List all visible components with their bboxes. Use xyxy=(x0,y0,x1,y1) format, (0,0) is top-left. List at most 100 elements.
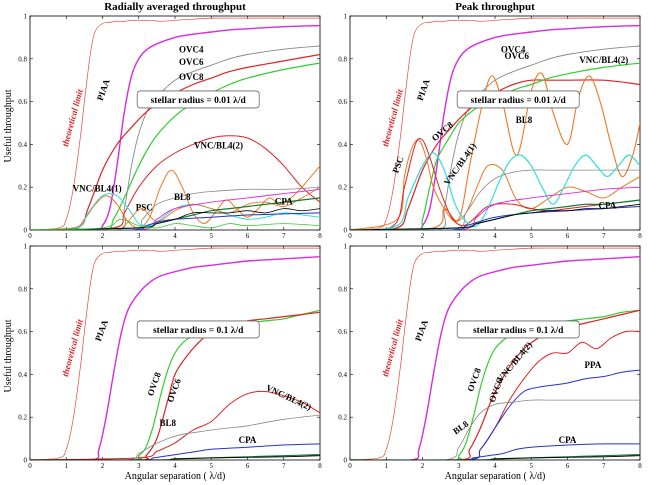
x-tick-label: 6 xyxy=(566,462,570,470)
y-tick-label: 0.4 xyxy=(338,141,347,149)
series-line-ovc8 xyxy=(30,309,320,460)
series-line-piaa xyxy=(30,256,320,460)
series-line-theoretical-limit xyxy=(30,17,320,230)
y-tick-label: 0.2 xyxy=(338,414,347,422)
series-label-cpa: CPA xyxy=(239,435,257,445)
series-label-ppa: PPA xyxy=(584,360,601,370)
stellar-radius-annotation: stellar radius = 0.1 λ/d xyxy=(473,326,564,336)
series-label-ovc8: OVC8 xyxy=(179,72,204,82)
x-tick-label: 7 xyxy=(602,462,606,470)
y-tick-label: 0.2 xyxy=(338,184,347,192)
series-label-piaa: PIAA xyxy=(413,318,430,343)
x-tick-label: 2 xyxy=(101,232,105,240)
series-line-unlabeled xyxy=(350,186,640,230)
y-tick-label: 0.8 xyxy=(338,285,347,293)
series-label-piaa: PIAA xyxy=(93,318,110,343)
x-tick-label: 0 xyxy=(28,462,32,470)
series-label-theoretical-limit: theoretical limit xyxy=(60,318,85,378)
series-line-theoretical-limit xyxy=(30,247,320,460)
x-tick-label: 7 xyxy=(602,232,606,240)
series-label-ovc6: OVC6 xyxy=(179,57,204,67)
series-line-ovc6 xyxy=(350,309,640,460)
x-tick-label: 6 xyxy=(566,232,570,240)
x-tick-label: 8 xyxy=(318,462,322,470)
series-line-vnc-bl4-2 xyxy=(350,72,640,230)
series-line-theoretical-limit xyxy=(350,247,640,460)
x-tick-label: 4 xyxy=(173,462,177,470)
series-label-ovc4: OVC4 xyxy=(501,44,526,54)
stellar-radius-annotation: stellar radius = 0.01 λ/d xyxy=(151,96,247,106)
series-group xyxy=(350,247,640,460)
y-tick-label: 0.6 xyxy=(18,328,27,336)
series-label-vnc-bl4-2: VNC/BL4(2) xyxy=(194,141,243,151)
x-tick-label: 5 xyxy=(530,232,534,240)
y-tick-label: 0.2 xyxy=(18,414,27,422)
series-label-vnc-bl4-2: VNC/BL4(2) xyxy=(579,55,628,65)
chart-panel-3: 0 1 2 3 4 5 6 7 8 0 0.2 0.4 0.6 0.8 1 theoretical limit… xyxy=(18,243,322,471)
series-label-psc: PSC xyxy=(136,203,153,213)
series-label-cpa: CPA xyxy=(275,196,293,206)
stellar-radius-annotation: stellar radius = 0.1 λ/d xyxy=(153,326,244,336)
y-tick-label: 0.8 xyxy=(338,55,347,63)
series-line-psc xyxy=(350,139,640,230)
x-tick-label: 3 xyxy=(457,232,461,240)
x-tick-label: 6 xyxy=(246,462,250,470)
y-tick-label: 0.8 xyxy=(18,55,27,63)
series-label-bl8: BL8 xyxy=(174,192,191,202)
x-tick-label: 2 xyxy=(421,462,425,470)
title-radially-averaged: Radially averaged throughput xyxy=(104,1,246,13)
series-line-unlabeled xyxy=(350,455,640,460)
series-line-unlabeled xyxy=(30,188,320,230)
series-label-psc: PSC xyxy=(390,155,405,174)
x-tick-label: 8 xyxy=(638,462,642,470)
series-label-vnc-bl4-2: VNC/BL4(2) xyxy=(264,382,313,412)
ylabel-bottom: Useful throughput xyxy=(3,319,14,392)
y-tick-label: 1 xyxy=(24,243,28,251)
series-line-piaa xyxy=(350,256,640,460)
x-tick-label: 5 xyxy=(210,232,214,240)
y-tick-label: 0.2 xyxy=(18,184,27,192)
series-label-ovc6: OVC6 xyxy=(505,51,530,61)
series-group xyxy=(30,247,320,460)
y-tick-label: 0 xyxy=(344,227,348,235)
y-tick-label: 0.6 xyxy=(338,98,347,106)
x-tick-label: 3 xyxy=(457,462,461,470)
series-line-piaa xyxy=(350,24,640,230)
series-line-ovc8 xyxy=(30,62,320,230)
x-tick-label: 2 xyxy=(421,232,425,240)
series-label-ovc6: OVC6 xyxy=(165,377,183,404)
annotation-box xyxy=(456,320,580,339)
x-tick-label: 1 xyxy=(65,462,69,470)
x-tick-label: 1 xyxy=(65,232,69,240)
y-tick-label: 0.4 xyxy=(338,371,347,379)
series-label-vnc-bl4-1: VNC/BL4(1) xyxy=(442,141,478,187)
series-label-cpa: CPA xyxy=(559,435,577,445)
y-tick-label: 0.4 xyxy=(18,371,27,379)
chart-panel-2: 0 1 2 3 4 5 6 7 8 0 0.2 0.4 0.6 0.8 1 theoretical limit… xyxy=(338,13,642,241)
x-tick-label: 8 xyxy=(318,232,322,240)
x-tick-label: 4 xyxy=(173,232,177,240)
x-tick-label: 5 xyxy=(210,462,214,470)
series-line-bl8 xyxy=(30,186,320,230)
x-tick-label: 3 xyxy=(137,462,141,470)
series-line-cpa xyxy=(350,206,640,230)
series-line-vnc-bl4-2 xyxy=(30,135,320,230)
series-line-piaa xyxy=(30,24,320,230)
series-line-bl8 xyxy=(350,399,640,460)
x-tick-label: 6 xyxy=(246,232,250,240)
series-line-theoretical-limit xyxy=(350,17,640,230)
series-label-theoretical-limit: theoretical limit xyxy=(60,88,85,148)
series-line-ppa xyxy=(350,369,640,460)
y-tick-label: 0.8 xyxy=(18,285,27,293)
series-line-unlabeled xyxy=(30,218,320,230)
annotation-box xyxy=(136,320,260,339)
series-label-bl8: BL8 xyxy=(451,418,471,436)
y-tick-label: 0 xyxy=(24,457,28,465)
y-tick-label: 0 xyxy=(344,457,348,465)
y-tick-label: 1 xyxy=(344,243,348,251)
series-line-unlabeled xyxy=(30,208,320,230)
y-tick-label: 1 xyxy=(24,13,28,21)
x-tick-label: 0 xyxy=(28,232,32,240)
y-tick-label: 0.6 xyxy=(338,328,347,336)
